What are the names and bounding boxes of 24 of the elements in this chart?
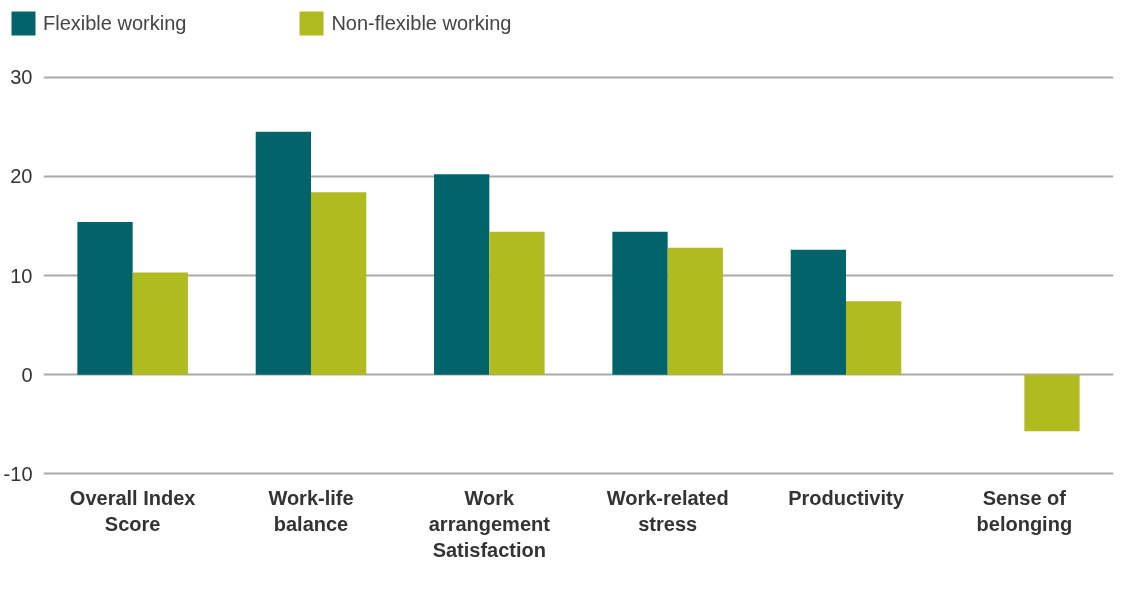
x-tick-label: Sense of belonging (976, 486, 1073, 535)
y-tick-label: 30 (10, 66, 33, 89)
bar (77, 221, 133, 375)
bar (255, 131, 311, 375)
y-tick-label: 0 (21, 363, 33, 386)
legend-label: Flexible working (43, 11, 187, 35)
x-tick-label: Overall Index Score (69, 486, 196, 535)
bar (311, 192, 367, 375)
bar (1024, 374, 1080, 432)
y-tick-label: -10 (3, 462, 33, 485)
x-tick-label: Work-related stress (606, 486, 729, 535)
y-tick-label: 20 (10, 165, 33, 188)
bar (434, 174, 490, 375)
bar (846, 301, 902, 375)
legend-label: Non-flexible working (331, 11, 512, 35)
bar (667, 247, 723, 375)
x-tick-label: Productivity (788, 486, 905, 509)
bar (612, 231, 668, 375)
y-tick-label: 10 (10, 264, 33, 287)
x-tick-label: Work arrangement Satisfaction (428, 486, 551, 562)
x-tick-label: Work-life balance (268, 486, 354, 535)
bar (489, 231, 545, 375)
bar (790, 249, 846, 375)
bar (132, 272, 188, 375)
